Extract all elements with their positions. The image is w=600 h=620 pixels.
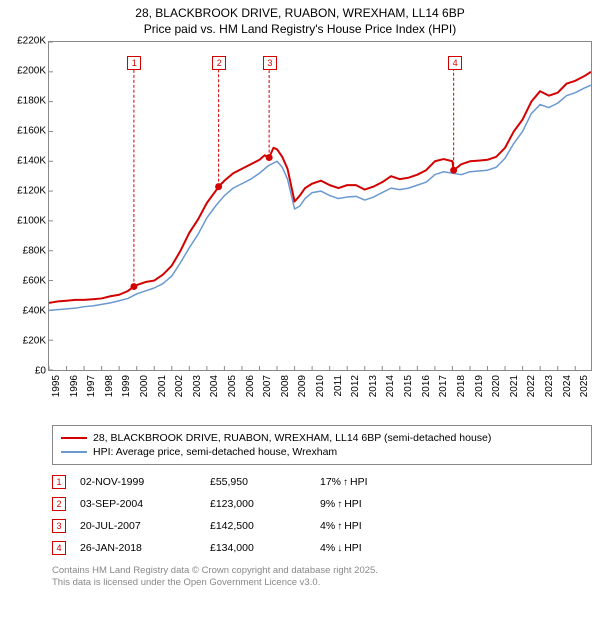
- x-tick-label: 1995: [51, 375, 62, 397]
- tx-price: £134,000: [210, 542, 320, 554]
- table-row: 3 20-JUL-2007£142,5004% ↑ HPI: [52, 515, 592, 537]
- x-tick-label: 1997: [86, 375, 97, 397]
- footer: Contains HM Land Registry data © Crown c…: [52, 565, 592, 589]
- y-tick-label: £80K: [23, 246, 46, 257]
- y-axis: £0£20K£40K£60K£80K£100K£120K£140K£160K£1…: [8, 41, 48, 371]
- footer-line-1: Contains HM Land Registry data © Crown c…: [52, 565, 592, 577]
- y-tick-label: £220K: [17, 36, 46, 47]
- x-tick-label: 2003: [192, 375, 203, 397]
- tx-marker-2: 2: [52, 497, 66, 511]
- y-tick-label: £20K: [23, 336, 46, 347]
- x-tick-label: 2020: [491, 375, 502, 397]
- series-price_paid: [49, 72, 591, 303]
- legend: 28, BLACKBROOK DRIVE, RUABON, WREXHAM, L…: [52, 425, 592, 465]
- tx-delta: 17% ↑ HPI: [320, 476, 420, 488]
- y-tick-label: £200K: [17, 66, 46, 77]
- x-tick-label: 2016: [421, 375, 432, 397]
- x-tick-label: 2013: [368, 375, 379, 397]
- arrow-up-icon: ↑: [343, 477, 348, 488]
- x-tick-label: 2023: [544, 375, 555, 397]
- arrow-up-icon: ↑: [337, 521, 342, 532]
- legend-item-price-paid: 28, BLACKBROOK DRIVE, RUABON, WREXHAM, L…: [61, 431, 583, 445]
- table-row: 1 02-NOV-1999£55,95017% ↑ HPI: [52, 471, 592, 493]
- series-hpi: [49, 85, 591, 310]
- title-line-1: 28, BLACKBROOK DRIVE, RUABON, WREXHAM, L…: [8, 6, 592, 22]
- x-tick-label: 2009: [297, 375, 308, 397]
- x-tick-label: 2001: [157, 375, 168, 397]
- x-tick-label: 2019: [474, 375, 485, 397]
- y-tick-label: £180K: [17, 96, 46, 107]
- tx-date: 03-SEP-2004: [80, 498, 210, 510]
- x-tick-label: 1998: [104, 375, 115, 397]
- x-tick-label: 2002: [174, 375, 185, 397]
- chart-marker-4: 4: [448, 56, 462, 70]
- y-tick-label: £160K: [17, 126, 46, 137]
- arrow-up-icon: ↑: [337, 499, 342, 510]
- footer-line-2: This data is licensed under the Open Gov…: [52, 577, 592, 589]
- chart-marker-2: 2: [212, 56, 226, 70]
- tx-marker-1: 1: [52, 475, 66, 489]
- legend-label-price-paid: 28, BLACKBROOK DRIVE, RUABON, WREXHAM, L…: [93, 432, 491, 444]
- table-row: 4 26-JAN-2018£134,0004% ↓ HPI: [52, 537, 592, 559]
- tx-delta: 9% ↑ HPI: [320, 498, 420, 510]
- tx-price: £123,000: [210, 498, 320, 510]
- x-tick-label: 2010: [315, 375, 326, 397]
- x-axis: 1995 1996 1997 1998 1999 2000 2001 2002 2003 2004…: [48, 375, 592, 421]
- legend-swatch-price-paid: [61, 437, 87, 439]
- x-tick-label: 2007: [262, 375, 273, 397]
- x-tick-label: 2008: [280, 375, 291, 397]
- x-tick-label: 2012: [350, 375, 361, 397]
- chart-area: £0 £20K £40K £60K £80K £100K £120K £140K £160K £1…: [8, 41, 592, 421]
- x-tick-label: 2015: [403, 375, 414, 397]
- tx-date: 20-JUL-2007: [80, 520, 210, 532]
- legend-label-hpi: HPI: Average price, semi-detached house,…: [93, 446, 337, 458]
- y-tick-label: £140K: [17, 156, 46, 167]
- x-tick-label: 2011: [333, 375, 344, 397]
- tx-price: £142,500: [210, 520, 320, 532]
- x-tick-label: 1996: [69, 375, 80, 397]
- tx-marker-3: 3: [52, 519, 66, 533]
- x-tick-label: 2005: [227, 375, 238, 397]
- x-tick-label: 2004: [209, 375, 220, 397]
- x-tick-label: 2018: [456, 375, 467, 397]
- x-tick-label: 2006: [245, 375, 256, 397]
- x-tick-label: 2025: [579, 375, 590, 397]
- x-tick-label: 2021: [509, 375, 520, 397]
- tx-marker-4: 4: [52, 541, 66, 555]
- x-tick-label: 2017: [438, 375, 449, 397]
- title-block: 28, BLACKBROOK DRIVE, RUABON, WREXHAM, L…: [8, 6, 592, 37]
- legend-item-hpi: HPI: Average price, semi-detached house,…: [61, 445, 583, 459]
- y-tick-label: £0: [35, 366, 46, 377]
- tx-delta: 4% ↓ HPI: [320, 542, 420, 554]
- x-tick-label: 1999: [121, 375, 132, 397]
- tx-date: 02-NOV-1999: [80, 476, 210, 488]
- x-tick-label: 2024: [562, 375, 573, 397]
- title-line-2: Price paid vs. HM Land Registry's House …: [8, 22, 592, 38]
- arrow-down-icon: ↓: [337, 543, 342, 554]
- x-tick-label: 2000: [139, 375, 150, 397]
- plot-svg: [49, 42, 591, 370]
- x-tick-label: 2014: [385, 375, 396, 397]
- y-tick-label: £120K: [17, 186, 46, 197]
- tx-price: £55,950: [210, 476, 320, 488]
- transaction-table: 1 02-NOV-1999£55,95017% ↑ HPI 2 03-SEP-2004…: [52, 471, 592, 559]
- tx-delta: 4% ↑ HPI: [320, 520, 420, 532]
- chart-marker-1: 1: [127, 56, 141, 70]
- chart-container: 28, BLACKBROOK DRIVE, RUABON, WREXHAM, L…: [0, 0, 600, 620]
- chart-marker-3: 3: [263, 56, 277, 70]
- y-tick-label: £60K: [23, 276, 46, 287]
- legend-swatch-hpi: [61, 451, 87, 453]
- y-tick-label: £40K: [23, 306, 46, 317]
- x-tick-label: 2022: [526, 375, 537, 397]
- tx-date: 26-JAN-2018: [80, 542, 210, 554]
- y-tick-label: £100K: [17, 216, 46, 227]
- plot-area: 1 2 3 4: [48, 41, 592, 371]
- table-row: 2 03-SEP-2004£123,0009% ↑ HPI: [52, 493, 592, 515]
